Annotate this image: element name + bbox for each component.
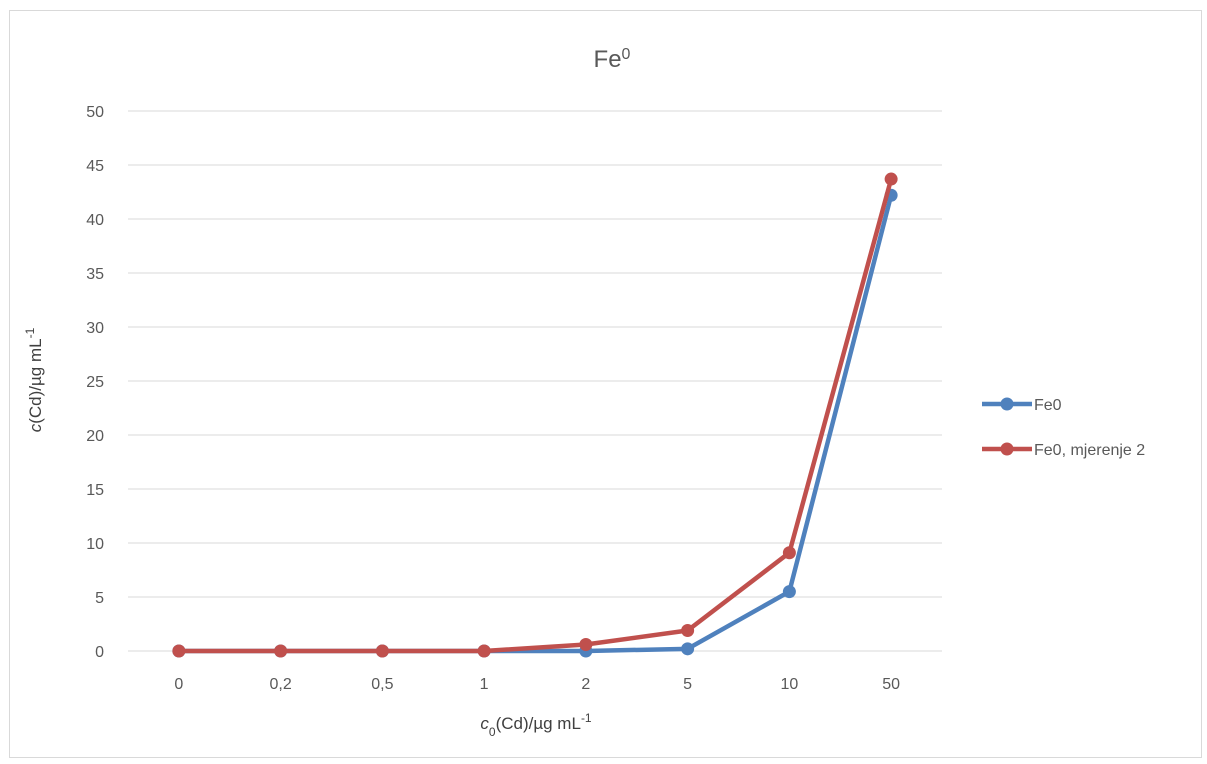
data-point: [782, 546, 796, 560]
data-point: [579, 638, 593, 652]
legend-label: Fe0, mjerenje 2: [1034, 442, 1145, 459]
legend-marker: [1000, 442, 1014, 456]
x-tick-label: 1: [480, 676, 489, 693]
x-tick-label: 0,5: [371, 676, 393, 693]
x-tick-label: 0,2: [270, 676, 292, 693]
series-1: [172, 188, 898, 658]
y-tick-labels: 0 5 10 15 20 25 30 35 40 45 50: [86, 104, 104, 661]
x-tick-label: 5: [683, 676, 692, 693]
legend-label: Fe0: [1034, 397, 1062, 414]
y-tick-label: 40: [86, 212, 104, 229]
series-line: [176, 192, 894, 654]
series-2: [172, 172, 898, 658]
y-tick-label: 15: [86, 482, 104, 499]
y-tick-label: 0: [95, 644, 104, 661]
x-axis-title: c0(Cd)/µg mL-1: [480, 711, 592, 739]
y-tick-label: 30: [86, 320, 104, 337]
chart-frame: [9, 10, 1202, 758]
legend-item: Fe0, mjerenje 2: [982, 442, 1145, 459]
legend: Fe0 Fe0, mjerenje 2: [982, 397, 1145, 459]
x-tick-labels: 0 0,2 0,5 1 2 5 10 50: [174, 676, 900, 693]
series-line: [176, 176, 894, 654]
x-tick-label: 50: [882, 676, 900, 693]
y-axis-title: c(Cd)/µg mL-1: [23, 327, 45, 432]
data-point: [884, 172, 898, 186]
data-point: [375, 644, 389, 658]
y-tick-label: 35: [86, 266, 104, 283]
y-tick-label: 25: [86, 374, 104, 391]
y-tick-label: 50: [86, 104, 104, 121]
data-point: [681, 642, 695, 656]
y-tick-label: 20: [86, 428, 104, 445]
legend-marker: [1000, 397, 1014, 411]
data-point: [172, 644, 186, 658]
y-tick-label: 45: [86, 158, 104, 175]
data-point: [477, 644, 491, 658]
data-point: [681, 623, 695, 637]
data-point: [274, 644, 288, 658]
series-group: [172, 172, 898, 658]
x-tick-label: 10: [780, 676, 798, 693]
x-tick-label: 0: [174, 676, 183, 693]
gridlines: [128, 110, 942, 652]
chart-title: Fe0: [594, 46, 631, 74]
x-tick-label: 2: [581, 676, 590, 693]
data-point: [782, 585, 796, 599]
y-tick-label: 5: [95, 590, 104, 607]
y-tick-label: 10: [86, 536, 104, 553]
legend-item: Fe0: [982, 397, 1062, 414]
